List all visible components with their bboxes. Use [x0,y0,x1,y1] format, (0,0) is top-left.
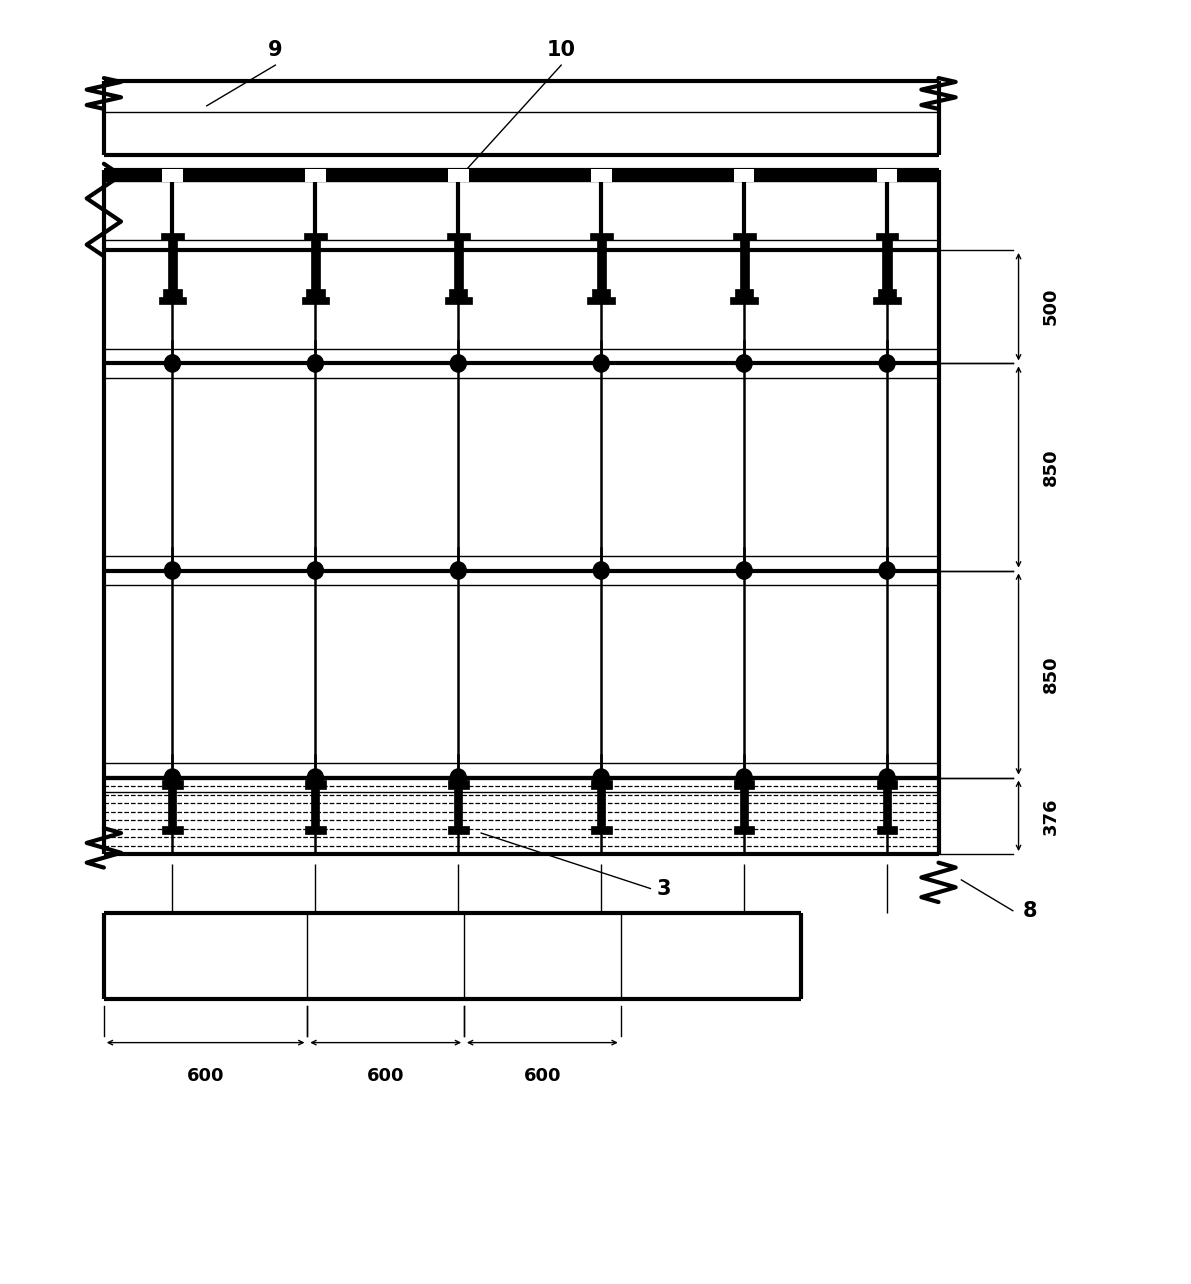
Text: 8: 8 [1023,900,1037,921]
Bar [173,169,316,181]
Bar [883,788,891,826]
Bar [304,232,326,240]
Text: 600: 600 [524,1067,561,1085]
Bar [744,169,887,181]
Bar [878,289,896,297]
Bar [162,168,182,182]
Bar [877,826,897,835]
Bar [168,240,177,289]
Circle shape [307,769,324,786]
Bar [734,168,754,182]
Bar [168,788,176,826]
Circle shape [593,354,610,372]
Text: 9: 9 [268,40,282,60]
Bar [448,168,468,182]
Bar [305,168,325,182]
Bar [597,240,606,289]
Circle shape [450,769,467,786]
Bar [877,168,897,182]
Bar [591,826,611,835]
Bar [601,169,744,181]
Text: 376: 376 [1042,797,1060,835]
Circle shape [450,354,467,372]
Bar [447,232,469,240]
Text: 850: 850 [1042,655,1060,693]
Circle shape [307,354,324,372]
Bar [734,781,754,788]
Bar [873,297,900,304]
Circle shape [593,769,610,786]
Circle shape [879,562,896,579]
Bar [161,232,183,240]
Bar [592,289,610,297]
Circle shape [164,562,181,579]
Circle shape [450,562,467,579]
Bar [163,289,181,297]
Circle shape [736,769,753,786]
Circle shape [879,354,896,372]
Bar [448,781,468,788]
Circle shape [164,769,181,786]
Bar [305,826,325,835]
Circle shape [593,562,610,579]
Text: 600: 600 [367,1067,405,1085]
Bar [459,169,601,181]
Circle shape [736,354,753,372]
Bar [454,788,462,826]
Text: 3: 3 [657,878,672,899]
Bar [590,232,612,240]
Bar [301,297,329,304]
Bar [444,297,472,304]
Bar [448,826,468,835]
Bar [591,781,611,788]
Circle shape [736,562,753,579]
Bar [587,297,615,304]
Bar [162,781,182,788]
Bar [158,297,186,304]
Bar [740,788,748,826]
Text: 500: 500 [1042,288,1060,325]
Bar [887,169,939,181]
Bar [311,240,320,289]
Circle shape [164,354,181,372]
Bar [306,289,324,297]
Circle shape [879,769,896,786]
Circle shape [307,562,324,579]
Bar [732,232,755,240]
Text: 10: 10 [547,40,575,60]
Bar [591,168,611,182]
Bar [730,297,757,304]
Bar [734,826,754,835]
Bar [740,240,749,289]
Text: 600: 600 [187,1067,224,1085]
Bar [162,826,182,835]
Bar [449,289,467,297]
Bar [454,240,463,289]
Bar [875,232,898,240]
Bar [883,240,892,289]
Bar [104,169,173,181]
Bar [316,169,459,181]
Bar [305,781,325,788]
Bar [877,781,897,788]
Bar [597,788,605,826]
Bar [735,289,753,297]
Bar [311,788,319,826]
Text: 850: 850 [1042,448,1060,485]
